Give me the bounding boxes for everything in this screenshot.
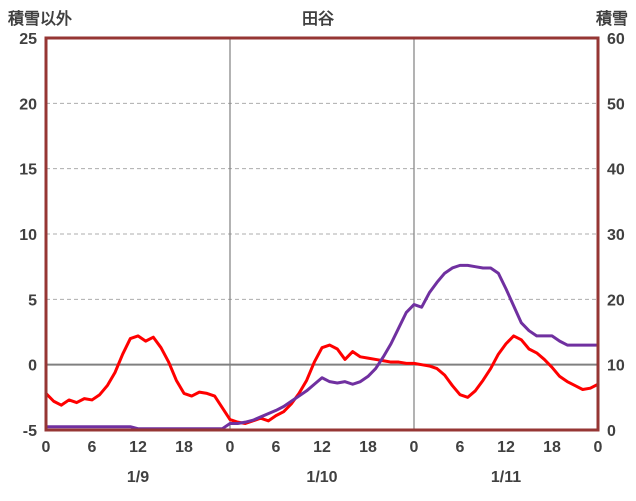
hour-tick-label: 18	[175, 439, 193, 456]
left-axis-tick-label: 0	[28, 358, 37, 375]
hour-tick-label: 12	[129, 439, 147, 456]
right-axis-tick-label: 0	[607, 423, 616, 440]
plot-border	[44, 36, 600, 432]
left-axis-tick-label: 15	[19, 162, 37, 179]
hour-tick-label: 18	[359, 439, 377, 456]
left-axis-tick-label: 25	[19, 31, 37, 48]
right-axis-tick-label: 10	[607, 358, 625, 375]
left-axis-tick-label: -5	[23, 423, 37, 440]
day-label: 1/11	[491, 469, 521, 486]
left-axis-tick-label: 20	[19, 96, 37, 113]
hour-tick-label: 12	[497, 439, 515, 456]
hour-tick-label: 12	[313, 439, 331, 456]
day-label: 1/9	[127, 469, 149, 486]
right-axis-title: 積雪	[595, 11, 628, 28]
right-axis-tick-label: 20	[607, 292, 625, 309]
right-axis-tick-label: 30	[607, 227, 625, 244]
hour-tick-label: 6	[272, 439, 281, 456]
non-snow-series-line	[44, 334, 600, 425]
right-axis-tick-label: 50	[607, 96, 625, 113]
hour-tick-label: 0	[226, 439, 235, 456]
day-label: 1/10	[306, 469, 337, 486]
left-axis-tick-label: 5	[28, 292, 37, 309]
hour-tick-label: 0	[42, 439, 51, 456]
right-axis-tick-label: 40	[607, 162, 625, 179]
chart-title: 田谷	[301, 11, 334, 28]
hour-tick-label: 0	[410, 439, 419, 456]
hour-tick-label: 18	[543, 439, 561, 456]
left-axis-title: 積雪以外	[8, 11, 73, 28]
left-axis-tick-label: 10	[19, 227, 37, 244]
right-axis-tick-label: 60	[607, 31, 625, 48]
hour-tick-label: 0	[594, 439, 603, 456]
hour-tick-label: 6	[456, 439, 465, 456]
hour-tick-label: 6	[88, 439, 97, 456]
